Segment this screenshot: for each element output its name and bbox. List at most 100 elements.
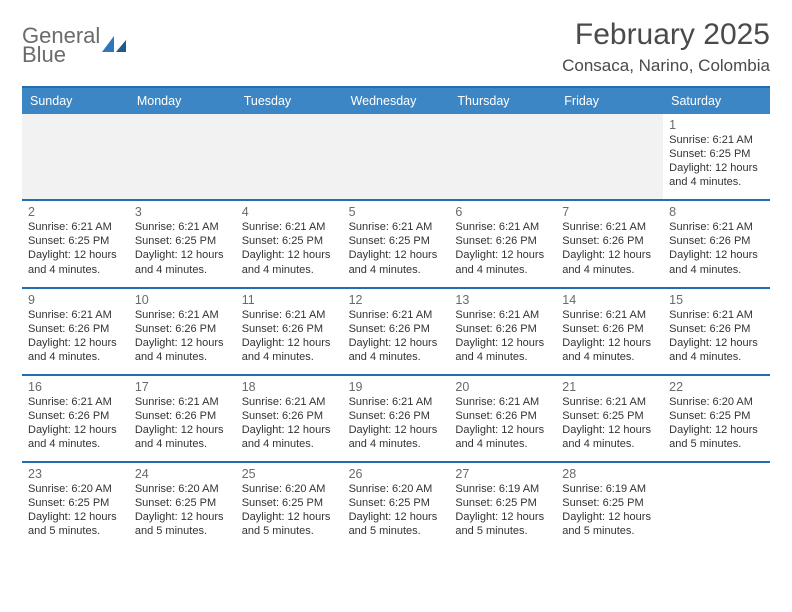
empty-cell	[449, 114, 556, 199]
day-number: 20	[455, 380, 550, 394]
day-number: 6	[455, 205, 550, 219]
sunrise-line: Sunrise: 6:21 AM	[562, 220, 657, 234]
sunrise-line: Sunrise: 6:21 AM	[562, 308, 657, 322]
empty-cell	[236, 114, 343, 199]
sunrise-line: Sunrise: 6:21 AM	[349, 220, 444, 234]
day-number: 13	[455, 293, 550, 307]
day-cell: 9Sunrise: 6:21 AMSunset: 6:26 PMDaylight…	[22, 289, 129, 374]
page-title: February 2025	[562, 18, 770, 52]
daylight-line: Daylight: 12 hours and 4 minutes.	[349, 248, 444, 276]
day-number: 21	[562, 380, 657, 394]
sunrise-line: Sunrise: 6:21 AM	[135, 395, 230, 409]
sunset-line: Sunset: 6:25 PM	[242, 496, 337, 510]
sunrise-line: Sunrise: 6:21 AM	[242, 308, 337, 322]
day-cell: 25Sunrise: 6:20 AMSunset: 6:25 PMDayligh…	[236, 463, 343, 548]
day-number: 11	[242, 293, 337, 307]
empty-cell	[129, 114, 236, 199]
day-number: 27	[455, 467, 550, 481]
sunrise-line: Sunrise: 6:21 AM	[135, 308, 230, 322]
day-cell: 2Sunrise: 6:21 AMSunset: 6:25 PMDaylight…	[22, 201, 129, 286]
weekday-wednesday: Wednesday	[343, 88, 450, 114]
sunset-line: Sunset: 6:25 PM	[669, 147, 764, 161]
sunset-line: Sunset: 6:25 PM	[669, 409, 764, 423]
daylight-line: Daylight: 12 hours and 4 minutes.	[455, 336, 550, 364]
day-cell: 18Sunrise: 6:21 AMSunset: 6:26 PMDayligh…	[236, 376, 343, 461]
week-row: 9Sunrise: 6:21 AMSunset: 6:26 PMDaylight…	[22, 289, 770, 376]
day-cell: 14Sunrise: 6:21 AMSunset: 6:26 PMDayligh…	[556, 289, 663, 374]
daylight-line: Daylight: 12 hours and 4 minutes.	[135, 336, 230, 364]
sunrise-line: Sunrise: 6:21 AM	[669, 220, 764, 234]
daylight-line: Daylight: 12 hours and 4 minutes.	[242, 423, 337, 451]
sunrise-line: Sunrise: 6:21 AM	[562, 395, 657, 409]
sunset-line: Sunset: 6:26 PM	[242, 322, 337, 336]
sunset-line: Sunset: 6:26 PM	[455, 234, 550, 248]
daylight-line: Daylight: 12 hours and 4 minutes.	[669, 248, 764, 276]
sunset-line: Sunset: 6:25 PM	[349, 234, 444, 248]
daylight-line: Daylight: 12 hours and 4 minutes.	[349, 336, 444, 364]
daylight-line: Daylight: 12 hours and 4 minutes.	[242, 336, 337, 364]
logo: General Blue	[22, 18, 128, 66]
day-number: 16	[28, 380, 123, 394]
sunrise-line: Sunrise: 6:20 AM	[135, 482, 230, 496]
day-cell: 15Sunrise: 6:21 AMSunset: 6:26 PMDayligh…	[663, 289, 770, 374]
day-number: 15	[669, 293, 764, 307]
day-number: 28	[562, 467, 657, 481]
sunset-line: Sunset: 6:26 PM	[349, 322, 444, 336]
sunrise-line: Sunrise: 6:21 AM	[455, 220, 550, 234]
sunrise-line: Sunrise: 6:21 AM	[28, 395, 123, 409]
sunrise-line: Sunrise: 6:21 AM	[455, 395, 550, 409]
logo-sail-icon	[102, 36, 128, 54]
daylight-line: Daylight: 12 hours and 4 minutes.	[562, 336, 657, 364]
day-number: 12	[349, 293, 444, 307]
sunset-line: Sunset: 6:26 PM	[669, 322, 764, 336]
sunrise-line: Sunrise: 6:21 AM	[242, 220, 337, 234]
sunset-line: Sunset: 6:25 PM	[349, 496, 444, 510]
sunrise-line: Sunrise: 6:21 AM	[28, 308, 123, 322]
day-number: 25	[242, 467, 337, 481]
sunset-line: Sunset: 6:26 PM	[562, 234, 657, 248]
sunrise-line: Sunrise: 6:21 AM	[349, 395, 444, 409]
sunset-line: Sunset: 6:26 PM	[28, 409, 123, 423]
calendar-page: General Blue February 2025 Consaca, Nari…	[0, 0, 792, 549]
daylight-line: Daylight: 12 hours and 4 minutes.	[135, 248, 230, 276]
day-cell: 7Sunrise: 6:21 AMSunset: 6:26 PMDaylight…	[556, 201, 663, 286]
daylight-line: Daylight: 12 hours and 5 minutes.	[349, 510, 444, 538]
logo-text-block: General Blue	[22, 24, 100, 66]
weekday-monday: Monday	[129, 88, 236, 114]
sunrise-line: Sunrise: 6:21 AM	[669, 308, 764, 322]
day-cell: 17Sunrise: 6:21 AMSunset: 6:26 PMDayligh…	[129, 376, 236, 461]
week-row: 23Sunrise: 6:20 AMSunset: 6:25 PMDayligh…	[22, 463, 770, 548]
page-subtitle: Consaca, Narino, Colombia	[562, 56, 770, 76]
sunrise-line: Sunrise: 6:21 AM	[28, 220, 123, 234]
sunrise-line: Sunrise: 6:21 AM	[669, 133, 764, 147]
title-block: February 2025 Consaca, Narino, Colombia	[562, 18, 770, 76]
sunset-line: Sunset: 6:26 PM	[562, 322, 657, 336]
daylight-line: Daylight: 12 hours and 4 minutes.	[349, 423, 444, 451]
daylight-line: Daylight: 12 hours and 4 minutes.	[562, 248, 657, 276]
sunset-line: Sunset: 6:26 PM	[669, 234, 764, 248]
day-number: 18	[242, 380, 337, 394]
day-cell: 21Sunrise: 6:21 AMSunset: 6:25 PMDayligh…	[556, 376, 663, 461]
sunset-line: Sunset: 6:26 PM	[28, 322, 123, 336]
day-number: 7	[562, 205, 657, 219]
daylight-line: Daylight: 12 hours and 4 minutes.	[455, 248, 550, 276]
sunrise-line: Sunrise: 6:19 AM	[562, 482, 657, 496]
daylight-line: Daylight: 12 hours and 5 minutes.	[455, 510, 550, 538]
sunset-line: Sunset: 6:25 PM	[242, 234, 337, 248]
sunset-line: Sunset: 6:25 PM	[135, 234, 230, 248]
day-number: 22	[669, 380, 764, 394]
daylight-line: Daylight: 12 hours and 4 minutes.	[28, 336, 123, 364]
sunset-line: Sunset: 6:25 PM	[135, 496, 230, 510]
sunrise-line: Sunrise: 6:21 AM	[135, 220, 230, 234]
week-row: 1Sunrise: 6:21 AMSunset: 6:25 PMDaylight…	[22, 114, 770, 201]
day-number: 26	[349, 467, 444, 481]
sunrise-line: Sunrise: 6:21 AM	[455, 308, 550, 322]
day-number: 1	[669, 118, 764, 132]
day-number: 10	[135, 293, 230, 307]
day-number: 4	[242, 205, 337, 219]
empty-cell	[22, 114, 129, 199]
daylight-line: Daylight: 12 hours and 4 minutes.	[242, 248, 337, 276]
daylight-line: Daylight: 12 hours and 4 minutes.	[669, 161, 764, 189]
day-cell: 4Sunrise: 6:21 AMSunset: 6:25 PMDaylight…	[236, 201, 343, 286]
day-cell: 16Sunrise: 6:21 AMSunset: 6:26 PMDayligh…	[22, 376, 129, 461]
